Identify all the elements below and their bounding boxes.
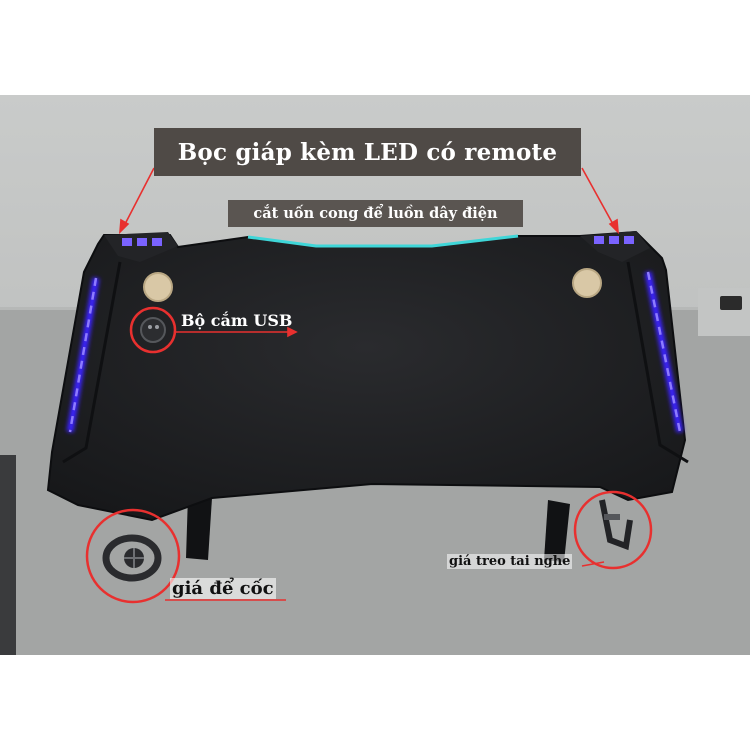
wall-outlet-area [698, 288, 750, 336]
left-led-dot [152, 238, 162, 246]
armor-led-banner: Bọc giáp kèm LED có remote [154, 128, 581, 176]
headset-hook-label: giá treo tai nghe [447, 554, 573, 569]
right-armor-edge [626, 261, 689, 464]
cable-grommet-left [143, 272, 173, 302]
usb-socket [140, 317, 166, 343]
usb-label: Bộ cắm USB [181, 311, 293, 330]
left-led-dot [122, 238, 132, 246]
headset-hook [599, 499, 633, 551]
usb-port-dot [155, 325, 159, 329]
cup-marker-circle [85, 508, 181, 604]
desk-leg-right [544, 500, 570, 562]
left-led-bar [66, 277, 100, 433]
cable-grommet-right [572, 268, 602, 298]
cup-holder-label: giá để cốc [170, 578, 276, 599]
side-furniture [0, 455, 16, 655]
left-led-dot [137, 238, 147, 246]
right-led-dot [624, 236, 634, 244]
cable-cut-led-strip [247, 234, 519, 248]
right-led-dot [609, 236, 619, 244]
cup-holder [102, 534, 162, 582]
usb-marker-circle [129, 306, 177, 354]
right-led-dot [594, 236, 604, 244]
left-armor-edge [62, 261, 122, 464]
desk-leg-left [186, 495, 212, 560]
right-led-bar [644, 271, 684, 433]
wall-power-plug [720, 296, 742, 310]
usb-port-dot [148, 325, 152, 329]
headset-marker-circle [573, 490, 653, 570]
annotation-arrows [119, 167, 619, 601]
cable-cut-banner: cắt uốn cong để luồn dây điện [228, 200, 523, 227]
